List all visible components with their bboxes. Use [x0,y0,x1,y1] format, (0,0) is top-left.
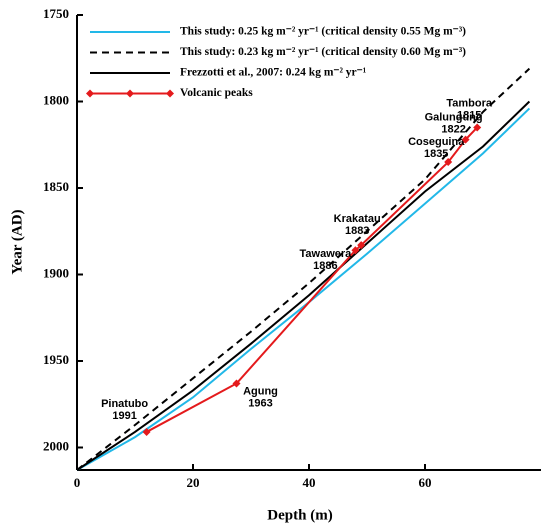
legend-marker [166,89,174,98]
legend-label: Volcanic peaks [180,87,253,99]
y-tick-label: 1850 [43,179,69,194]
point-label: Krakatau [334,213,381,225]
point-label: Pinatubo [101,398,148,410]
point-year: 1815 [457,109,481,121]
legend-label: This study: 0.23 kg m⁻² yr⁻¹ (critical d… [180,46,466,58]
legend-marker [126,89,134,98]
marker [473,123,482,132]
y-axis-title: Year (AD) [9,209,25,274]
legend-label: Frezzotti et al., 2007: 0.24 kg m⁻² yr⁻¹ [180,67,366,79]
marker [357,241,366,250]
point-label: Agung [243,385,278,397]
x-axis-title: Depth (m) [267,507,332,523]
y-tick-label: 1750 [43,6,69,21]
x-tick-label: 0 [74,475,81,490]
point-year: 1835 [424,148,448,160]
point-year: 1883 [345,225,369,237]
legend-label: This study: 0.25 kg m⁻² yr⁻¹ (critical d… [180,26,466,38]
x-tick-label: 20 [187,475,200,490]
legend-marker [86,89,94,98]
point-year: 1822 [441,123,465,135]
marker [232,379,241,388]
point-label: Tambora [446,97,493,109]
marker [444,158,453,167]
x-tick-label: 40 [303,475,316,490]
y-tick-label: 1900 [43,265,69,280]
point-label: Galungung [425,111,483,123]
line [76,67,531,471]
y-tick-label: 1950 [43,352,69,367]
x-tick-label: 60 [419,475,432,490]
point-label: Tawawera [300,248,353,260]
point-year: 1991 [112,410,136,422]
marker [461,135,470,144]
marker [351,246,360,255]
point-year: 1886 [313,260,337,272]
point-year: 1963 [248,397,272,409]
point-label: Coseguina [408,136,465,148]
y-tick-label: 1800 [43,92,69,107]
y-tick-label: 2000 [43,438,69,453]
line [76,100,531,471]
marker [142,427,151,436]
